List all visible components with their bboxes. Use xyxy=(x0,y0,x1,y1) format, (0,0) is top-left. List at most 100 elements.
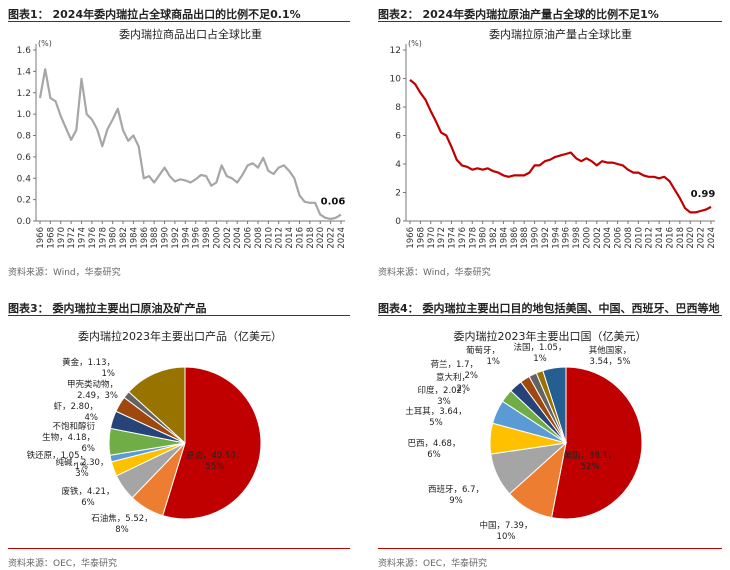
y-tick-label: 0 xyxy=(395,217,401,227)
panel-3-bottom-rule xyxy=(8,548,350,549)
x-tick-label: 1994 xyxy=(551,227,561,249)
x-tick-label: 2024 xyxy=(337,227,347,249)
x-tick-label: 1970 xyxy=(57,227,67,249)
y-tick-label: 8 xyxy=(395,103,401,113)
x-tick-label: 2014 xyxy=(285,227,295,249)
x-tick-label: 1998 xyxy=(572,227,582,249)
x-tick-label: 2016 xyxy=(295,227,305,249)
panel-3-label: 图表3： xyxy=(8,302,49,315)
slice-label: 虾，2.80， xyxy=(54,401,98,412)
y-tick-label: 0.6 xyxy=(17,153,32,163)
x-tick-label: 1988 xyxy=(520,227,530,249)
x-tick-label: 1996 xyxy=(192,227,202,249)
x-tick-label: 1994 xyxy=(181,227,191,249)
slice-label: 3% xyxy=(75,469,89,479)
slice-label: 纯碱，2.30， xyxy=(56,457,109,468)
slice-label: 2% xyxy=(465,371,479,381)
y-tick-label: 10 xyxy=(390,75,402,85)
x-tick-label: 2012 xyxy=(275,227,285,249)
x-tick-label: 2010 xyxy=(264,227,274,249)
x-tick-label: 1992 xyxy=(541,227,551,249)
slice-label: 铁还原，1.05， xyxy=(27,450,88,461)
chart-title: 委内瑞拉商品出口占全球比重 xyxy=(119,27,262,41)
panel-2-rule xyxy=(378,21,722,22)
panel-3-source: 资料来源：OEC，华泰研究 xyxy=(8,559,118,569)
x-tick-label: 1984 xyxy=(499,227,509,249)
pie-slice xyxy=(128,366,186,445)
y-tick-label: 0.8 xyxy=(17,132,32,142)
slice-label: 葡萄牙， xyxy=(466,345,500,356)
pie-chart-export-products: 委内瑞拉2023年主要出口产品（亿美元） 原油，40.50，55% 石油焦，5.52… xyxy=(27,329,282,535)
panel-4-title: 委内瑞拉主要出口目的地包括美国、中国、西班牙、巴西等地 xyxy=(422,302,720,315)
slice-label: 美国，38.1， xyxy=(564,450,617,461)
x-tick-label: 1972 xyxy=(67,227,77,249)
panel-2-label: 图表2： xyxy=(378,8,419,21)
x-tick-label: 2010 xyxy=(634,227,644,249)
x-tick-label: 2014 xyxy=(655,227,665,249)
x-tick-label: 1980 xyxy=(479,227,489,249)
x-tick-label: 2008 xyxy=(624,227,634,249)
panel-1-label: 图表1： xyxy=(8,8,49,21)
slice-label: 中国，7.39， xyxy=(480,520,533,531)
panel-1-rule xyxy=(8,21,350,22)
y-tick-label: 6 xyxy=(395,132,401,142)
panel-1-header: 图表1： 2024年委内瑞拉占全球商品出口的比例不足0.1% xyxy=(8,6,301,22)
slice-label: 石油焦，5.52， xyxy=(91,513,152,524)
x-tick-label: 2006 xyxy=(614,227,624,249)
x-tick-label: 2020 xyxy=(686,227,696,249)
x-tick-label: 2006 xyxy=(244,227,254,249)
x-tick-label: 1980 xyxy=(109,227,119,249)
panel-1-title: 2024年委内瑞拉占全球商品出口的比例不足0.1% xyxy=(52,8,301,21)
slice-label: 2% xyxy=(457,384,471,394)
x-tick-label: 2000 xyxy=(582,227,592,249)
x-tick-label: 1998 xyxy=(202,227,212,249)
slice-label: 3.54，5% xyxy=(590,357,631,367)
x-tick-label: 1972 xyxy=(437,227,447,249)
panel-2-source: 资料来源：Wind，华泰研究 xyxy=(378,268,491,278)
x-tick-label: 2008 xyxy=(254,227,264,249)
x-tick-label: 1990 xyxy=(531,227,541,249)
slice-label: 6% xyxy=(81,498,95,508)
slice-label: 10% xyxy=(497,532,516,542)
x-tick-label: 2022 xyxy=(697,227,707,249)
chart-title: 委内瑞拉2023年主要出口产品（亿美元） xyxy=(78,329,282,343)
x-tick-label: 1992 xyxy=(171,227,181,249)
slice-label: 荷兰，1.7， xyxy=(430,359,478,370)
y-tick-label: 1.4 xyxy=(17,67,32,77)
slice-label: 6% xyxy=(82,444,96,454)
x-tick-label: 1976 xyxy=(458,227,468,249)
slice-label: 55% xyxy=(206,462,225,472)
pie-chart-export-destinations: 委内瑞拉2023年主要出口国（亿美元） 美国，38.1，52% 中国，7.39，10… xyxy=(405,329,647,542)
last-value-label: 0.99 xyxy=(691,189,716,200)
x-tick-label: 2004 xyxy=(603,227,613,249)
panel-2-header: 图表2： 2024年委内瑞拉原油产量占全球的比例不足1% xyxy=(378,6,659,22)
slice-label: 黄金，1.13， xyxy=(62,357,115,368)
line-chart-exports-share: 委内瑞拉商品出口占全球比重 (%) 0.0 0.2 0.4 0.6 0.8 1.0 1.2 1.4… xyxy=(17,27,347,249)
last-value-label: 0.06 xyxy=(321,197,346,208)
x-tick-label: 2018 xyxy=(306,227,316,249)
x-tick-label: 1966 xyxy=(406,227,416,249)
slice-label: 其他国家， xyxy=(589,345,632,356)
x-tick-label: 1976 xyxy=(88,227,98,249)
slice-label: 8% xyxy=(115,525,129,535)
x-tick-label: 1978 xyxy=(98,227,108,249)
chart-title: 委内瑞拉2023年主要出口国（亿美元） xyxy=(454,329,647,343)
chart-title: 委内瑞拉原油产量占全球比重 xyxy=(489,27,632,41)
y-axis-unit: (%) xyxy=(408,39,422,48)
y-axis-unit: (%) xyxy=(38,39,52,48)
slice-label: 废铁，4.21， xyxy=(62,486,115,497)
series-line xyxy=(38,68,342,220)
x-tick-label: 2004 xyxy=(233,227,243,249)
x-tick-label: 1982 xyxy=(119,227,129,249)
x-tick-label: 2002 xyxy=(223,227,233,249)
slice-label: 1% xyxy=(102,369,116,379)
x-tick-label: 1988 xyxy=(150,227,160,249)
slice-label: 意大利， xyxy=(436,372,470,383)
x-tick-label: 1984 xyxy=(129,227,139,249)
x-tick-label: 1970 xyxy=(427,227,437,249)
y-tick-label: 2 xyxy=(395,189,401,199)
slice-label: 6% xyxy=(427,450,441,460)
slice-label: 3% xyxy=(437,397,451,407)
x-tick-label: 2018 xyxy=(676,227,686,249)
series-line xyxy=(409,79,712,214)
